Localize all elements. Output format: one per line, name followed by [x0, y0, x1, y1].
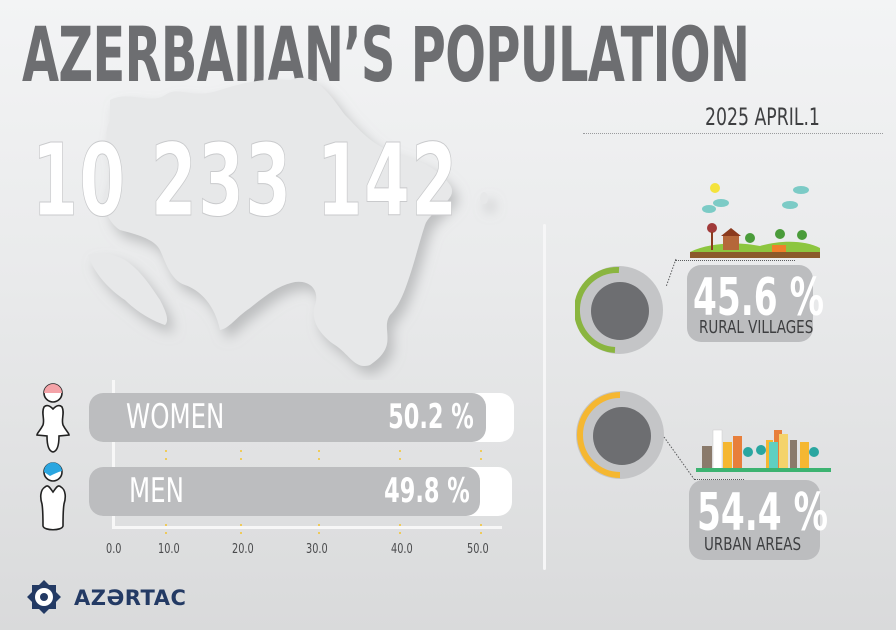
gridline-dot: [399, 532, 401, 534]
gridline-dot: [165, 458, 167, 460]
women-bar: [89, 393, 486, 442]
azerbaijan-map-icon: [88, 77, 488, 366]
gridline-dot: [480, 524, 482, 526]
azertac-emblem-icon: [27, 580, 61, 614]
date-underline: [583, 133, 883, 134]
gridline-dot: [240, 524, 242, 526]
woman-icon: [36, 383, 70, 453]
rural-connector-diagonal: [665, 258, 677, 288]
x-tick: 50.0: [467, 542, 489, 557]
x-tick: 40.0: [391, 542, 413, 557]
population-total: 10 233 142: [32, 122, 459, 239]
gridline-dot: [165, 450, 167, 452]
urban-donut-arc: [577, 392, 621, 478]
x-tick: 30.0: [306, 542, 328, 557]
urban-value: 54.4 %: [697, 483, 829, 543]
gridline-dot: [399, 458, 401, 460]
man-icon: [39, 462, 67, 531]
village-landscape-icon: [690, 183, 820, 258]
men-value: 49.8 %: [384, 471, 470, 511]
gridline-dot: [318, 524, 320, 526]
gridline-dot: [399, 524, 401, 526]
azertac-logo-text: AZƏRTAC: [74, 586, 187, 610]
page-title: AZERBAIJAN’S POPULATION: [22, 10, 750, 99]
x-tick: 20.0: [232, 542, 254, 557]
gridline-dot: [165, 532, 167, 534]
gridline-dot: [165, 524, 167, 526]
date-label: 2025 APRIL.1: [705, 103, 820, 131]
women-label: WOMEN: [126, 397, 225, 437]
chart-y-axis: [112, 380, 115, 528]
gridline-dot: [480, 532, 482, 534]
men-bar: [89, 467, 480, 516]
rural-value: 45.6 %: [693, 268, 825, 328]
chart-x-axis: [112, 526, 502, 529]
rural-label: RURAL VILLAGES: [699, 317, 814, 338]
urban-connector: [694, 479, 744, 480]
urban-connector-diagonal: [663, 436, 695, 480]
gridline-dot: [318, 450, 320, 452]
rural-stat-box: [687, 265, 813, 342]
urban-stat-box: [689, 480, 820, 560]
gridline-dot: [240, 458, 242, 460]
rural-donut-arc: [575, 266, 620, 353]
city-skyline-icon: [696, 429, 831, 472]
x-tick: 0.0: [106, 542, 122, 557]
gridline-dot: [399, 450, 401, 452]
section-divider: [543, 224, 546, 570]
urban-label: URBAN AREAS: [704, 534, 802, 555]
gridline-dot: [240, 450, 242, 452]
x-tick: 10.0: [158, 542, 180, 557]
rural-donut-center: [591, 282, 649, 340]
men-label: MEN: [129, 471, 184, 511]
gridline-dot: [480, 458, 482, 460]
urban-donut-center: [593, 407, 651, 465]
women-value: 50.2 %: [388, 397, 474, 437]
gridline-dot: [240, 532, 242, 534]
gridline-dot: [480, 450, 482, 452]
rural-connector: [675, 260, 795, 261]
gridline-dot: [318, 532, 320, 534]
gridline-dot: [318, 458, 320, 460]
